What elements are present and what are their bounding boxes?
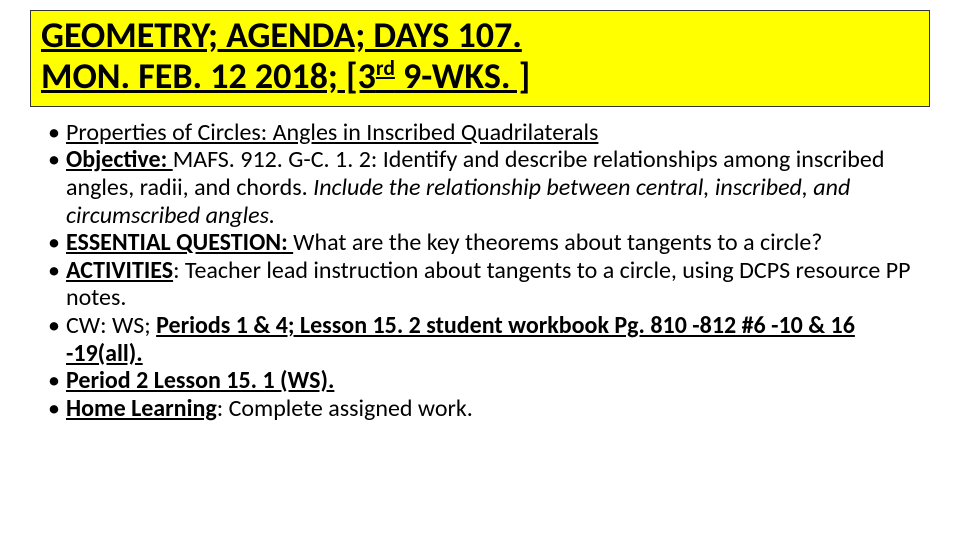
essential-question-text: What are the key theorems about tangents… xyxy=(293,228,822,257)
topic-text: Properties of Circles: Angles in Inscrib… xyxy=(66,118,598,147)
objective-label: Objective: xyxy=(66,145,173,174)
list-item: ESSENTIAL QUESTION: What are the key the… xyxy=(48,229,920,257)
activities-text: : Teacher lead instruction about tangent… xyxy=(66,256,911,313)
title-line2-post: 9-WKS. ] xyxy=(395,54,530,98)
title-line-1: GEOMETRY; AGENDA; DAYS 107. xyxy=(41,15,919,56)
list-item: Home Learning: Complete assigned work. xyxy=(48,395,920,423)
period2-text: Period 2 Lesson 15. 1 (WS). xyxy=(66,366,334,395)
title-superscript: rd xyxy=(376,54,395,81)
list-item: ACTIVITIES: Teacher lead instruction abo… xyxy=(48,257,920,312)
home-learning-text: : Complete assigned work. xyxy=(217,394,473,423)
essential-question-label: ESSENTIAL QUESTION: xyxy=(66,228,293,257)
list-item: Objective: MAFS. 912. G-C. 1. 2: Identif… xyxy=(48,146,920,229)
list-item: CW: WS; Periods 1 & 4; Lesson 15. 2 stud… xyxy=(48,312,920,367)
agenda-list: Properties of Circles: Angles in Inscrib… xyxy=(30,113,930,423)
title-line2-pre: MON. FEB. 12 2018; [3 xyxy=(41,54,376,98)
cw-prefix: CW: WS; xyxy=(66,311,156,340)
list-item: Period 2 Lesson 15. 1 (WS). xyxy=(48,367,920,395)
list-item: Properties of Circles: Angles in Inscrib… xyxy=(48,119,920,147)
title-highlight-box: GEOMETRY; AGENDA; DAYS 107. MON. FEB. 12… xyxy=(30,10,930,107)
title-line-2: MON. FEB. 12 2018; [3rd 9-WKS. ] xyxy=(41,56,919,97)
home-learning-label: Home Learning xyxy=(66,394,217,423)
activities-label: ACTIVITIES xyxy=(66,256,173,285)
cw-assignment: Periods 1 & 4; Lesson 15. 2 student work… xyxy=(66,311,855,368)
